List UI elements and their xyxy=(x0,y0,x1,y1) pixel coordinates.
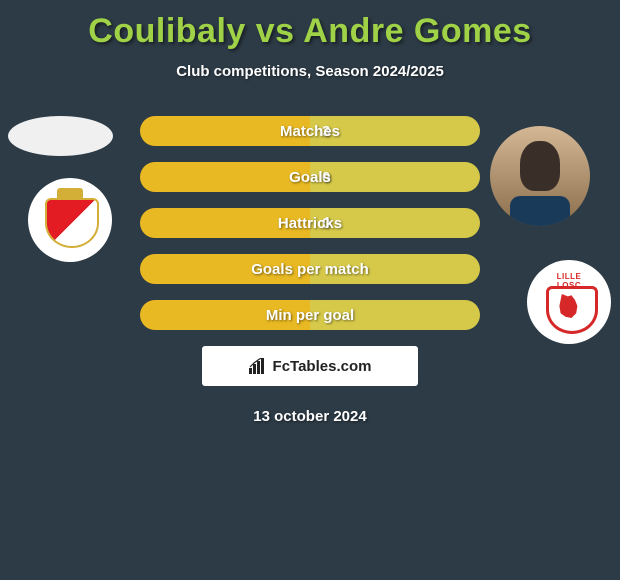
stat-label: Goals per match xyxy=(251,261,369,278)
subtitle: Club competitions, Season 2024/2025 xyxy=(0,63,620,80)
page-title: Coulibaly vs Andre Gomes xyxy=(0,0,620,51)
stat-label: Min per goal xyxy=(266,307,354,324)
brand-text: FcTables.com xyxy=(273,358,372,375)
stat-bar-right: 0 xyxy=(310,162,480,192)
stat-row: Goals per match xyxy=(0,254,620,284)
bar-chart-icon xyxy=(249,358,267,374)
stat-label: Goals xyxy=(289,169,331,186)
stat-row: 0Hattricks xyxy=(0,208,620,238)
stats-area: 3Matches0Goals0HattricksGoals per matchM… xyxy=(0,116,620,330)
stat-bar-left xyxy=(140,162,310,192)
date-line: 13 october 2024 xyxy=(0,408,620,425)
stat-row: 3Matches xyxy=(0,116,620,146)
stat-row: Min per goal xyxy=(0,300,620,330)
stat-row: 0Goals xyxy=(0,162,620,192)
brand-badge[interactable]: FcTables.com xyxy=(202,346,418,386)
stat-label: Hattricks xyxy=(278,215,342,232)
stat-label: Matches xyxy=(280,123,340,140)
